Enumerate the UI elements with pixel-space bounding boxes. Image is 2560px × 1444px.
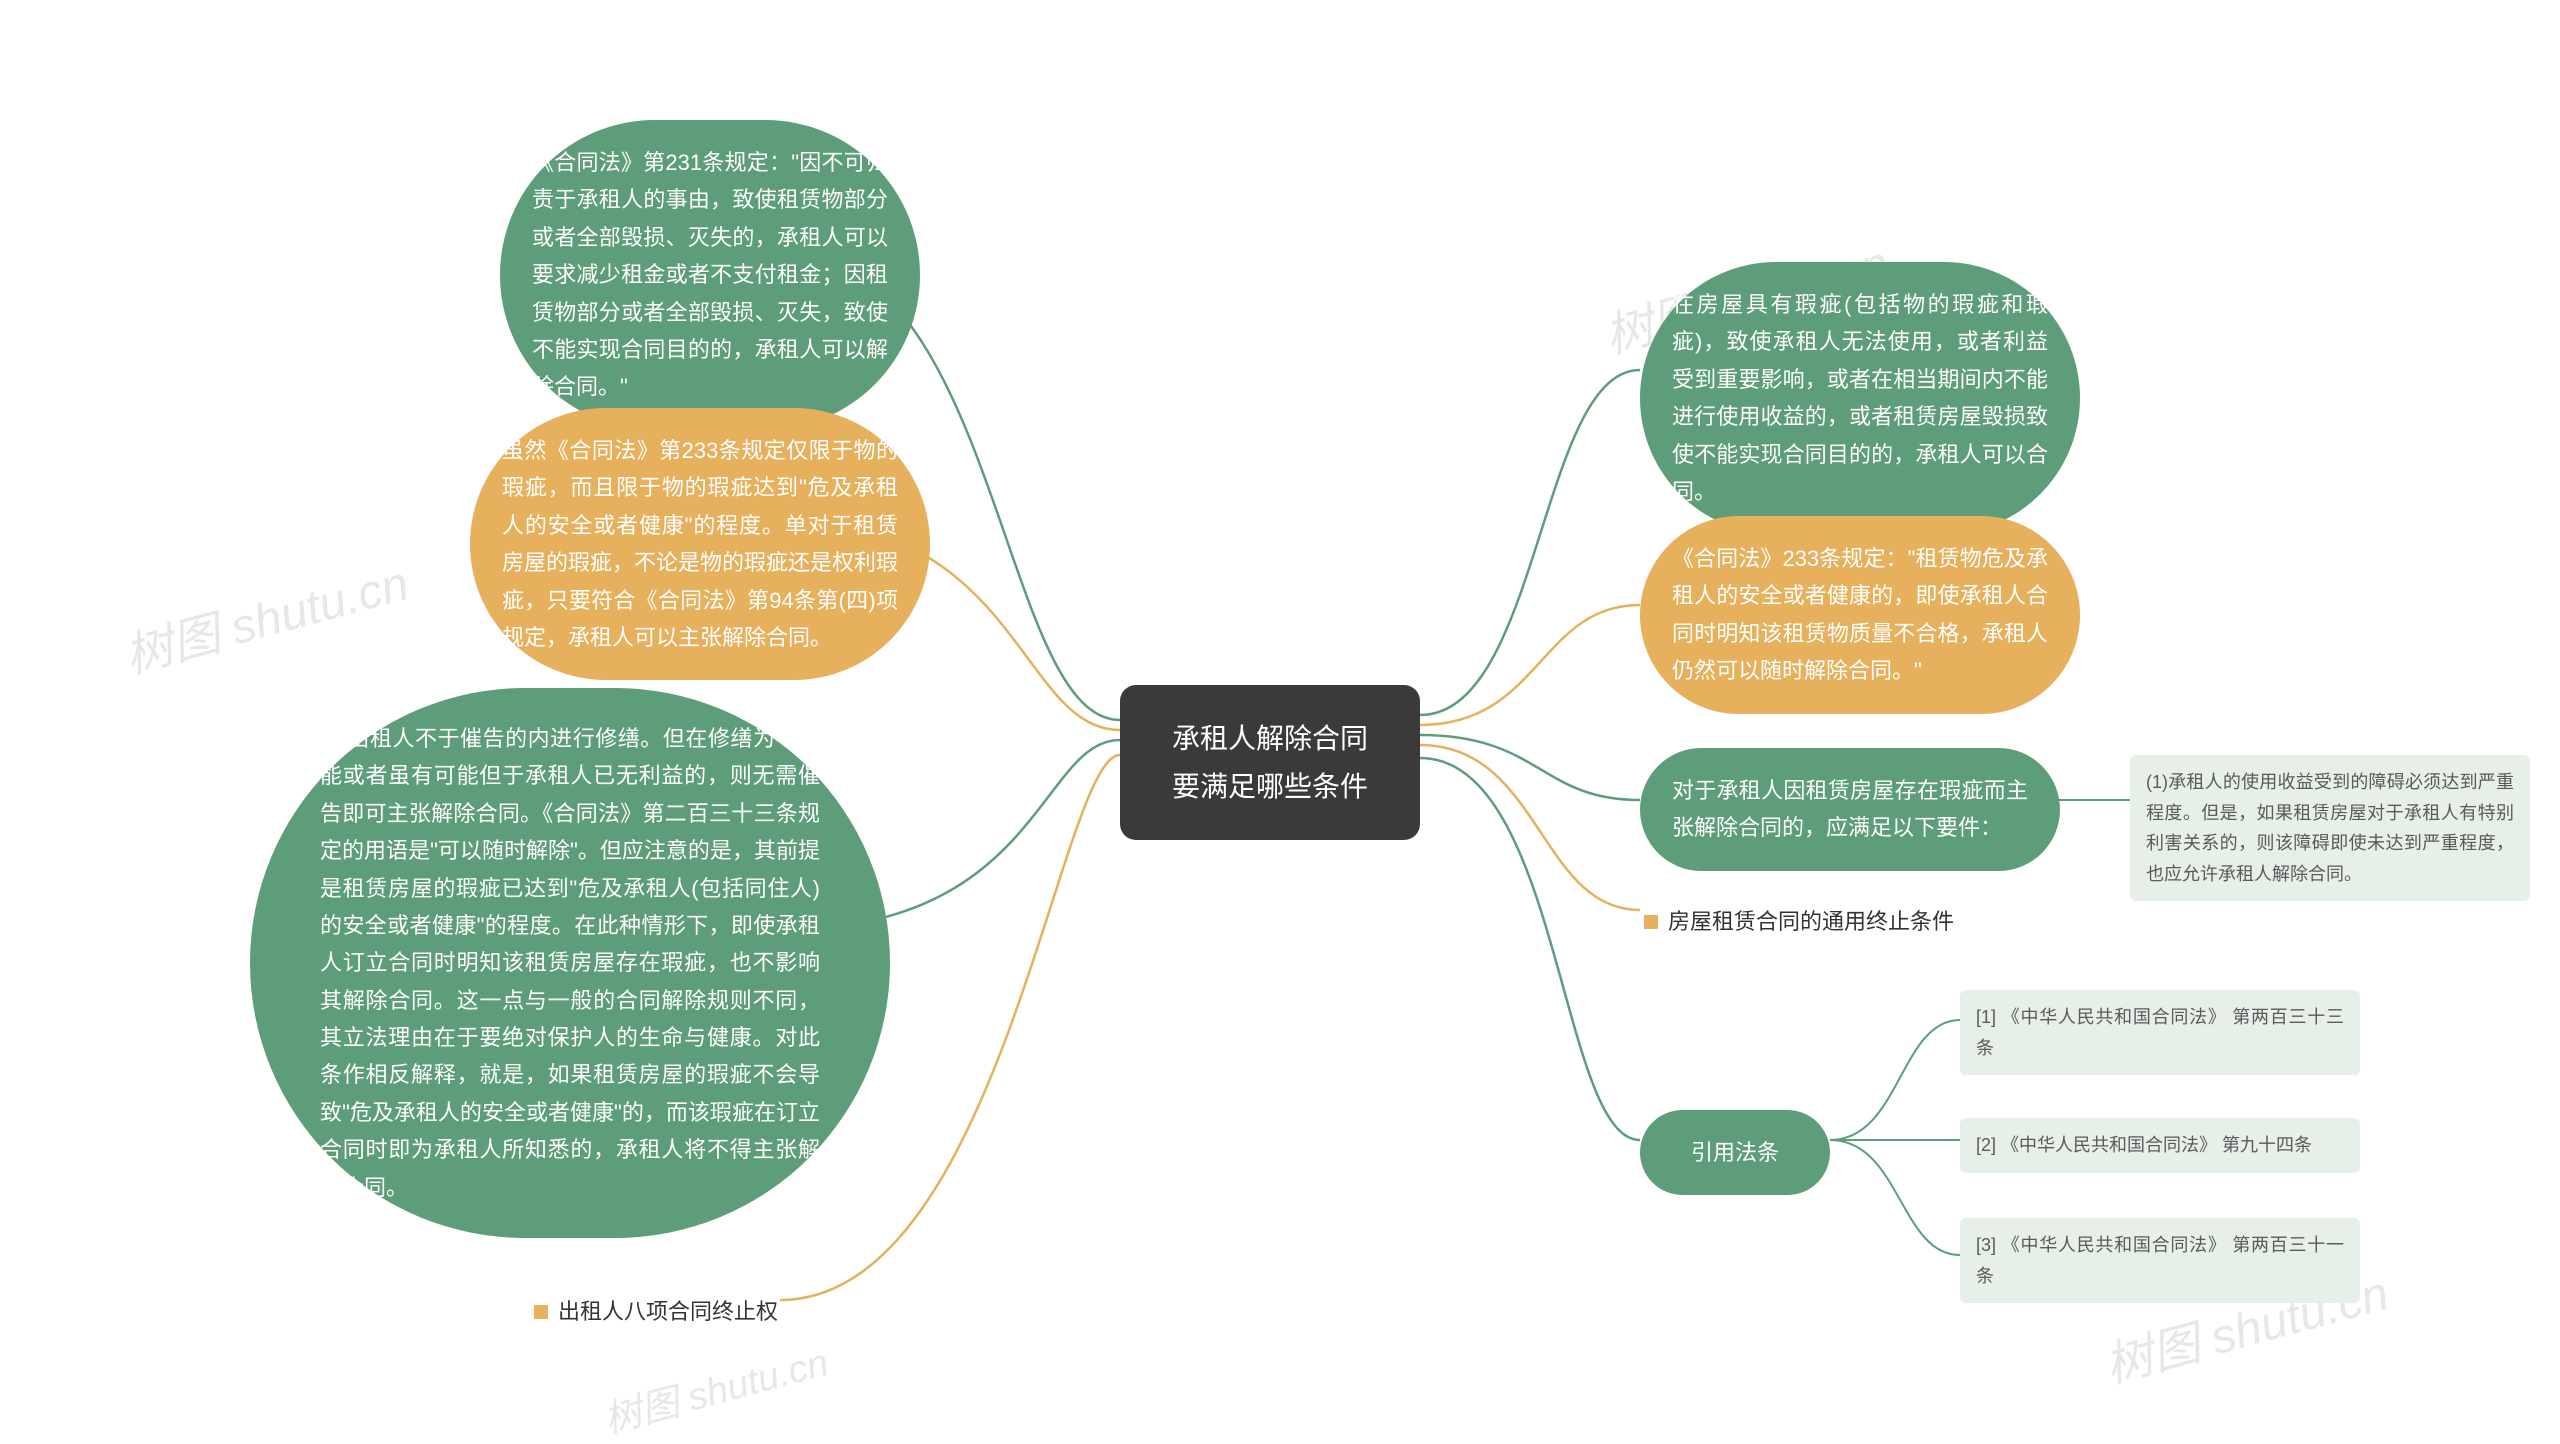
- ref-2: [2] 《中华人民共和国合同法》 第九十四条: [1960, 1118, 2360, 1173]
- left-node-1: 《合同法》第231条规定："因不可归责于承租人的事由，致使租赁物部分或者全部毁损…: [500, 120, 920, 430]
- ref-3: [3] 《中华人民共和国合同法》 第两百三十一条: [1960, 1218, 2360, 1303]
- ref-1: [1] 《中华人民共和国合同法》 第两百三十三条: [1960, 990, 2360, 1075]
- right-node-1: 在房屋具有瑕疵(包括物的瑕疵和瑕疵)，致使承租人无法使用，或者利益受到重要影响，…: [1640, 262, 2080, 534]
- center-title: 承租人解除合同要满足哪些条件: [1160, 715, 1380, 810]
- center-node: 承租人解除合同要满足哪些条件: [1120, 685, 1420, 840]
- watermark: 树图 shutu.cn: [597, 1331, 834, 1444]
- right-node-4-legend: 房屋租赁合同的通用终止条件: [1640, 895, 1958, 948]
- watermark: 树图 shutu.cn: [116, 544, 415, 687]
- legend-square-icon: [1644, 915, 1658, 929]
- right-node-3: 对于承租人因租赁房屋存在瑕疵而主张解除合同的，应满足以下要件：: [1640, 748, 2060, 871]
- left-node-2: 虽然《合同法》第233条规定仅限于物的瑕疵，而且限于物的瑕疵达到"危及承租人的安…: [470, 408, 930, 680]
- left-node-3: (2)出租人不于催告的内进行修缮。但在修缮为不可能或者虽有可能但于承租人已无利益…: [250, 688, 890, 1238]
- legend-square-icon: [534, 1305, 548, 1319]
- right-node-2: 《合同法》233条规定："租赁物危及承租人的安全或者健康的，即使承租人合同时明知…: [1640, 516, 2080, 714]
- left-node-4-legend: 出租人八项合同终止权: [530, 1285, 782, 1338]
- right-node-3-sub: (1)承租人的使用收益受到的障碍必须达到严重程度。但是，如果租赁房屋对于承租人有…: [2130, 755, 2530, 901]
- right-ref-node: 引用法条: [1640, 1110, 1830, 1195]
